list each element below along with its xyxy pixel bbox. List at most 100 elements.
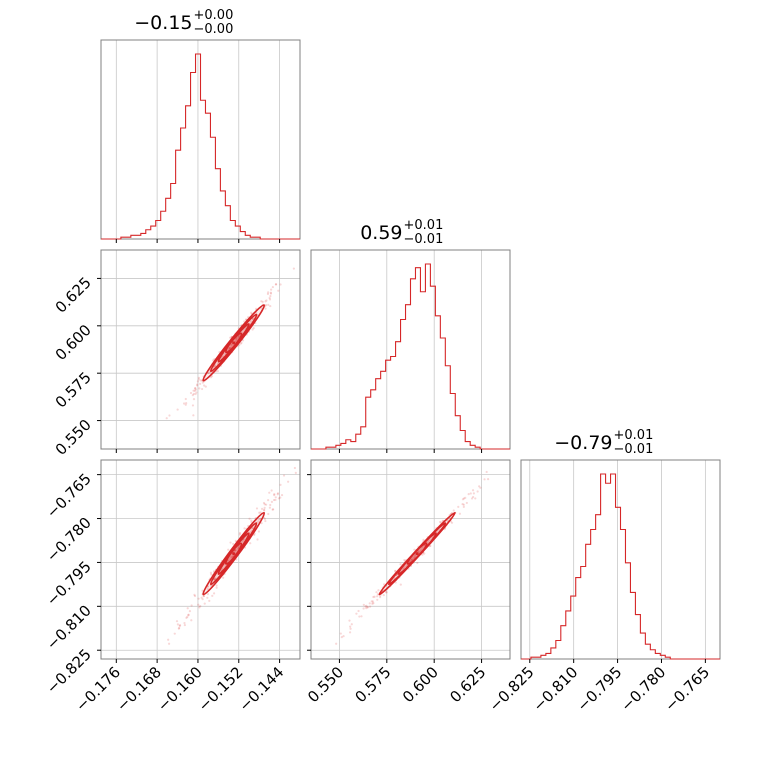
scatter-point bbox=[240, 341, 243, 344]
scatter-point bbox=[168, 414, 171, 417]
scatter-point bbox=[476, 490, 479, 493]
scatter-point bbox=[167, 638, 170, 641]
scatter-point bbox=[265, 299, 268, 302]
scatter-point bbox=[269, 292, 273, 295]
scatter-point bbox=[469, 492, 472, 495]
scatter-point bbox=[253, 533, 256, 537]
y-tick-label: −0.810 bbox=[43, 601, 95, 653]
scatter-point bbox=[414, 554, 417, 558]
scatter-point bbox=[273, 493, 276, 496]
y-tick-label: −0.765 bbox=[43, 470, 95, 522]
scatter-point bbox=[357, 609, 360, 613]
panel-frame bbox=[310, 249, 511, 450]
scatter-point bbox=[472, 495, 475, 499]
scatter-point bbox=[399, 563, 402, 566]
pair-panel-0-2: −0.176−0.168−0.160−0.152−0.144−0.825−0.8… bbox=[43, 459, 301, 715]
scatter-point bbox=[241, 540, 244, 543]
scatter-point bbox=[358, 615, 361, 618]
scatter-point bbox=[366, 606, 369, 609]
scatter-point bbox=[349, 625, 352, 628]
scatter-point bbox=[413, 548, 416, 551]
scatter-point bbox=[260, 300, 263, 303]
scatter-point bbox=[194, 387, 197, 390]
y-tick-label: 0.625 bbox=[52, 274, 95, 317]
scatter-point bbox=[365, 607, 368, 610]
scatter-point bbox=[416, 561, 419, 565]
scatter-point bbox=[230, 555, 233, 559]
scatter-point bbox=[193, 594, 197, 598]
scatter-point bbox=[191, 404, 195, 407]
scatter-point bbox=[264, 300, 267, 303]
x-tick-label: −0.168 bbox=[113, 663, 165, 715]
scatter-point bbox=[272, 508, 275, 511]
scatter-point bbox=[267, 499, 270, 502]
scatter-point bbox=[187, 613, 190, 616]
scatter-point bbox=[452, 509, 455, 512]
x-tick-label: −0.152 bbox=[195, 663, 247, 715]
scatter-point bbox=[271, 285, 274, 289]
scatter-point bbox=[350, 623, 353, 626]
scatter-point bbox=[209, 571, 213, 574]
histogram-step-line bbox=[101, 53, 300, 240]
scatter-point bbox=[192, 389, 195, 392]
panel-title-value: 0.59 bbox=[360, 222, 402, 244]
scatter-point bbox=[203, 384, 206, 387]
scatter-point bbox=[264, 519, 267, 523]
scatter-point bbox=[263, 506, 266, 509]
scatter-point bbox=[184, 403, 187, 406]
scatter-point bbox=[197, 597, 200, 600]
scatter-point bbox=[192, 397, 196, 401]
scatter-point bbox=[418, 551, 421, 554]
scatter-point bbox=[206, 593, 210, 596]
scatter-point bbox=[215, 586, 218, 589]
scatter-point bbox=[229, 541, 232, 544]
scatter-point bbox=[438, 520, 442, 524]
scatter-point bbox=[474, 497, 477, 500]
scatter-point bbox=[235, 338, 238, 341]
scatter-point bbox=[277, 289, 280, 292]
scatter-point bbox=[376, 593, 380, 596]
scatter-point bbox=[276, 492, 280, 495]
scatter-point bbox=[293, 466, 296, 470]
scatter-point bbox=[206, 596, 209, 599]
scatter-point bbox=[177, 627, 180, 630]
scatter-point bbox=[377, 589, 380, 592]
scatter-point bbox=[241, 339, 245, 342]
scatter-point bbox=[422, 538, 425, 541]
scatter-point bbox=[375, 591, 378, 594]
scatter-point bbox=[423, 552, 426, 555]
panel-frame bbox=[310, 459, 511, 660]
scatter-point bbox=[196, 383, 199, 386]
scatter-point bbox=[195, 391, 198, 394]
scatter-point bbox=[199, 605, 202, 608]
x-tick-label: −0.810 bbox=[530, 663, 582, 715]
scatter-point bbox=[271, 508, 274, 511]
histogram-step-line bbox=[521, 473, 720, 660]
panel-title-plus-error: +0.01 bbox=[614, 428, 654, 443]
scatter-point bbox=[235, 337, 238, 340]
scatter-point bbox=[266, 292, 270, 296]
x-tick-label: 0.625 bbox=[446, 663, 489, 706]
x-tick-label: −0.144 bbox=[235, 663, 287, 715]
contour-center bbox=[232, 341, 236, 345]
scatter-point bbox=[479, 486, 482, 489]
pair-panel-1-2: 0.550 0.575 0.600 0.625 bbox=[304, 459, 511, 706]
scatter-point bbox=[197, 603, 200, 606]
scatter-point bbox=[385, 591, 388, 594]
scatter-point bbox=[478, 485, 481, 488]
scatter-point bbox=[342, 635, 345, 638]
scatter-point bbox=[372, 602, 375, 605]
x-tick-label: −0.780 bbox=[617, 663, 669, 715]
scatter-point bbox=[186, 607, 189, 610]
scatter-point bbox=[383, 583, 386, 586]
panel-title-minus-error: −0.00 bbox=[194, 22, 234, 37]
scatter-point bbox=[186, 615, 189, 618]
scatter-point bbox=[176, 408, 179, 411]
scatter-point bbox=[458, 512, 461, 515]
scatter-point bbox=[267, 291, 270, 294]
scatter-point bbox=[368, 605, 372, 608]
scatter-point bbox=[197, 376, 201, 379]
x-tick-label: −0.765 bbox=[661, 663, 713, 715]
scatter-point bbox=[238, 533, 241, 536]
